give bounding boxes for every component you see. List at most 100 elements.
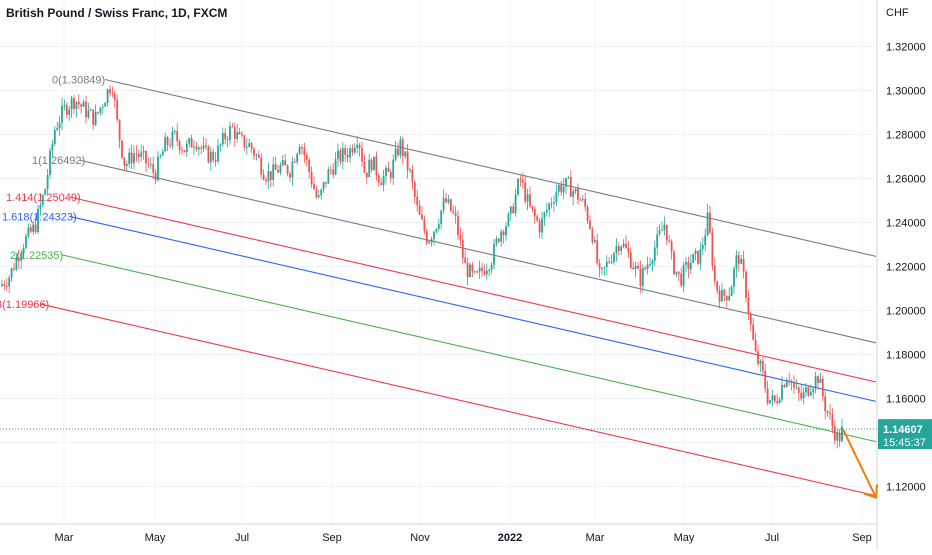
candle-body	[627, 248, 630, 253]
candle-body	[394, 148, 397, 160]
fib-line-0	[104, 78, 877, 257]
candle-body	[769, 400, 771, 404]
candle-body	[20, 253, 23, 261]
candle-body	[87, 110, 90, 118]
candle-body	[267, 171, 270, 182]
candle-body	[92, 109, 95, 125]
candle-body	[833, 426, 836, 441]
candle-body	[106, 89, 109, 104]
candle-body	[214, 160, 217, 162]
candle-body	[413, 182, 416, 197]
candle-body	[373, 156, 375, 171]
candle-body	[411, 169, 414, 183]
candle-body	[670, 241, 673, 252]
candle-body	[61, 105, 63, 123]
candle-body	[104, 103, 107, 107]
fib-label-1: 1(1.26492)	[32, 155, 85, 167]
candle-body	[598, 263, 601, 269]
candle-body	[171, 131, 174, 146]
candle-body	[543, 212, 546, 219]
candle-body	[123, 157, 126, 166]
candle-body	[303, 147, 306, 156]
candle-body	[27, 227, 30, 237]
candle-body	[603, 266, 606, 268]
candle-body	[673, 251, 675, 275]
fib-line-1	[79, 159, 877, 344]
candle-body	[262, 174, 265, 180]
candle-body	[248, 143, 251, 147]
candle-body	[310, 171, 313, 185]
candle-body	[217, 145, 219, 162]
candle-body	[701, 245, 704, 249]
candle-body	[814, 376, 817, 389]
candle-body	[334, 158, 337, 175]
candle-body	[495, 238, 498, 245]
candle-body	[548, 203, 551, 210]
candle-body	[721, 290, 723, 302]
candle-body	[279, 165, 282, 173]
candle-body	[586, 207, 589, 221]
candle-body	[620, 246, 623, 251]
candle-body	[322, 182, 325, 190]
candle-body	[651, 260, 654, 265]
candle-body	[697, 250, 699, 264]
candle-body	[737, 255, 740, 264]
candle-body	[661, 229, 663, 231]
candle-body	[716, 281, 719, 291]
candle-body	[761, 360, 764, 371]
candle-body	[531, 206, 534, 210]
candle-body	[675, 271, 678, 275]
candle-body	[125, 163, 128, 166]
candle-body	[476, 271, 479, 273]
time-tick-label: Sep	[322, 532, 342, 544]
price-tick-label: 1.18000	[886, 350, 926, 362]
candle-body	[243, 135, 246, 148]
candle-body	[781, 384, 783, 400]
candle-body	[265, 179, 267, 182]
candle-body	[742, 258, 745, 272]
candle-body	[574, 188, 577, 192]
candle-body	[68, 109, 71, 115]
candle-body	[545, 209, 548, 213]
candle-body	[608, 261, 611, 263]
candle-body	[281, 160, 284, 166]
candle-body	[680, 273, 683, 286]
candle-body	[320, 189, 323, 196]
candle-body	[382, 175, 385, 186]
candle-body	[699, 248, 702, 264]
candle-body	[409, 169, 411, 171]
candle-body	[795, 387, 798, 389]
fib-label-0: 0(1.30849)	[52, 75, 105, 87]
candle-body	[193, 146, 195, 148]
candle-body	[469, 264, 471, 278]
candle-body	[140, 152, 143, 157]
candle-body	[435, 228, 438, 232]
candle-body	[572, 191, 575, 197]
candle-body	[305, 155, 308, 160]
candle-body	[183, 150, 186, 153]
candle-body	[807, 387, 810, 396]
candle-body	[135, 153, 138, 155]
candle-body	[824, 396, 827, 412]
candle-body	[517, 179, 519, 195]
candle-body	[233, 126, 236, 139]
candle-body	[205, 145, 207, 147]
candle-body	[39, 204, 42, 209]
candle-body	[51, 143, 54, 151]
candle-body	[473, 271, 476, 273]
candle-body	[596, 240, 599, 264]
candle-body	[128, 152, 131, 164]
candle-body	[524, 182, 527, 202]
candle-body	[449, 199, 452, 212]
candle-body	[778, 399, 781, 403]
candle-body	[488, 269, 491, 271]
time-tick-label: Nov	[410, 532, 430, 544]
candle-body	[1, 284, 3, 287]
candle-body	[629, 252, 632, 268]
time-tick-label: 2022	[498, 532, 522, 544]
candle-body	[356, 144, 359, 148]
candle-body	[557, 184, 560, 193]
candle-body	[634, 265, 637, 269]
